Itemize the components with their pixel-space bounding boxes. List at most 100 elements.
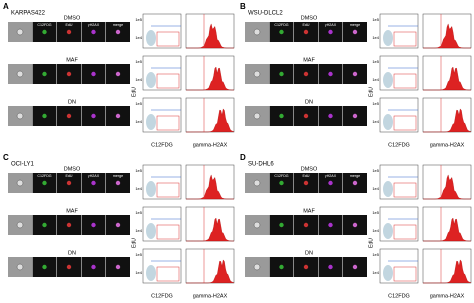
cell-bf (16, 70, 24, 78)
cell-dot (115, 222, 121, 228)
cell-bf (253, 221, 261, 229)
y-axis-label: EdU (131, 238, 137, 248)
x-axis-label: C12FDG (151, 293, 173, 299)
cell-bf (253, 70, 261, 78)
histogram-shape (186, 66, 234, 91)
panel-letter: B (240, 2, 246, 11)
condition-label: DN (305, 99, 313, 105)
y-tick-label: 1e5 (135, 168, 142, 173)
cell-dot (303, 180, 309, 186)
population (146, 72, 156, 88)
population (146, 30, 156, 46)
column-header: C12FDG (37, 23, 51, 27)
cell-line: WSU-DLCL2 (248, 11, 283, 17)
column-header: EdU (66, 174, 73, 178)
cell-dot (303, 71, 309, 77)
population (146, 223, 156, 239)
cell-dot (328, 71, 333, 77)
cell-dot (115, 264, 121, 270)
gate-box (393, 266, 417, 282)
histogram-shape (185, 259, 235, 284)
gate-box (393, 31, 417, 47)
cell-dot (352, 29, 358, 35)
cell-line: KARPAS422 (11, 11, 46, 17)
histogram-frame (422, 206, 472, 242)
cell-dot (279, 222, 284, 228)
column-header: EdU (303, 174, 310, 178)
histogram-shape (422, 259, 472, 284)
y-tick-label: 1e5 (372, 252, 379, 257)
cell-bf (16, 263, 24, 271)
y-tick-label: 1e4 (372, 77, 379, 82)
y-tick-label: 1e4 (372, 119, 379, 124)
y-tick-label: 1e4 (372, 270, 379, 275)
y-tick-label: 1e4 (135, 119, 142, 124)
y-axis-label: EdU (368, 87, 374, 97)
y-tick-label: 1e4 (135, 77, 142, 82)
hist-axis-label: gamma-H2AX (430, 142, 465, 148)
cell-dot (352, 180, 358, 186)
cell-dot (115, 29, 121, 35)
cell-dot (352, 264, 358, 270)
condition-label: DMSO (301, 15, 318, 21)
condition-label: MAF (303, 208, 315, 214)
y-tick-label: 1e5 (135, 210, 142, 215)
cell-bf (16, 28, 24, 36)
cell-dot (303, 222, 309, 228)
cell-dot (66, 113, 72, 119)
histogram-shape (423, 23, 471, 49)
y-tick-label: 1e5 (135, 101, 142, 106)
cell-dot (303, 29, 309, 35)
population (383, 30, 393, 46)
gate-box (156, 31, 180, 47)
cell-dot (279, 264, 284, 270)
population (383, 223, 393, 239)
population (383, 114, 393, 130)
y-tick-label: 1e5 (372, 17, 379, 22)
y-tick-label: 1e4 (135, 186, 142, 191)
cell-dot (352, 71, 358, 77)
cell-line: SU-DHL6 (248, 162, 274, 168)
gate-box (156, 73, 180, 89)
histogram-shape (186, 23, 234, 49)
cell-dot (115, 113, 121, 119)
cell-dot (91, 71, 96, 77)
hist-axis-label: gamma-H2AX (193, 293, 228, 299)
histogram-shape (186, 217, 234, 242)
cell-dot (328, 264, 333, 270)
gate-box (393, 73, 417, 89)
histogram-shape (186, 174, 234, 200)
cell-bf (16, 112, 24, 120)
cell-dot (91, 29, 96, 35)
histogram-frame (422, 55, 472, 91)
y-axis-label: EdU (368, 238, 374, 248)
cell-line: OCI-LY1 (11, 162, 35, 168)
cell-dot (303, 264, 309, 270)
column-header: γH2AX (325, 23, 337, 27)
cell-dot (91, 180, 96, 186)
cell-dot (328, 29, 333, 35)
condition-label: DN (68, 99, 76, 105)
y-tick-label: 1e4 (372, 35, 379, 40)
population (146, 265, 156, 281)
cell-dot (279, 29, 284, 35)
cell-bf (253, 112, 261, 120)
cell-dot (328, 180, 333, 186)
y-tick-label: 1e5 (372, 210, 379, 215)
y-tick-label: 1e4 (372, 228, 379, 233)
cell-dot (42, 71, 47, 77)
cell-dot (42, 180, 47, 186)
condition-label: MAF (66, 208, 78, 214)
cell-dot (352, 222, 358, 228)
cell-bf (253, 263, 261, 271)
population (146, 181, 156, 197)
condition-label: DMSO (301, 166, 318, 172)
histogram-shape (423, 217, 471, 242)
condition-label: DN (68, 250, 76, 256)
x-axis-label: C12FDG (388, 293, 410, 299)
cell-bf (253, 179, 261, 187)
column-header: EdU (303, 23, 310, 27)
gate-box (156, 115, 180, 131)
cell-bf (253, 28, 261, 36)
y-tick-label: 1e4 (135, 270, 142, 275)
